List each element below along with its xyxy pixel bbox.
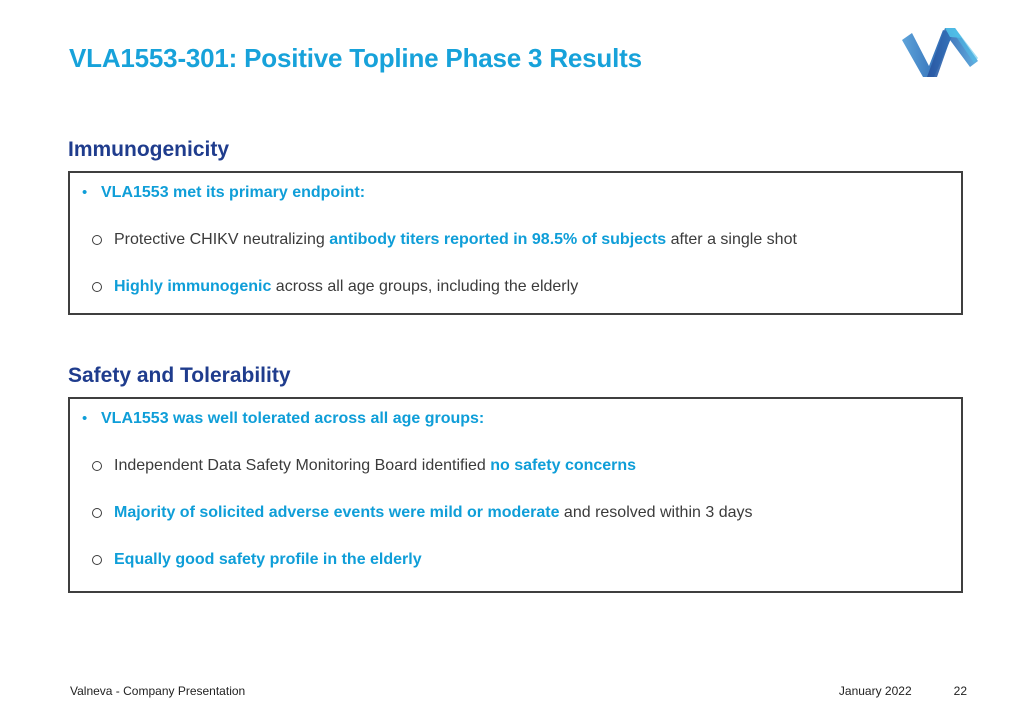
- lead-bullet-row: • VLA1553 met its primary endpoint:: [82, 184, 947, 202]
- sub-statement: Protective CHIKV neutralizing antibody t…: [114, 231, 797, 249]
- slide-title: VLA1553-301: Positive Topline Phase 3 Re…: [69, 43, 642, 73]
- text-highlight: antibody titers reported in 98.5% of sub…: [329, 231, 667, 248]
- text-highlight: Highly immunogenic: [114, 278, 272, 295]
- footer-presentation-label: Valneva - Company Presentation: [70, 684, 246, 698]
- sub-statement: Highly immunogenic across all age groups…: [114, 278, 578, 296]
- sub-bullet-row: Highly immunogenic across all age groups…: [92, 278, 947, 296]
- text-highlight: no safety concerns: [490, 457, 637, 474]
- circle-bullet-icon: [92, 461, 102, 471]
- circle-bullet-icon: [92, 282, 102, 292]
- circle-bullet-icon: [92, 235, 102, 245]
- footer-right-group: January 2022 22: [839, 684, 967, 698]
- sub-statement: Majority of solicited adverse events wer…: [114, 504, 752, 522]
- lead-statement: VLA1553 was well tolerated across all ag…: [101, 410, 485, 427]
- sub-statement: Independent Data Safety Monitoring Board…: [114, 457, 636, 475]
- section-heading-immunogenicity: Immunogenicity: [68, 138, 230, 161]
- sub-bullet-row: Majority of solicited adverse events wer…: [92, 504, 947, 522]
- text-plain: and resolved within 3 days: [559, 504, 753, 521]
- lead-bullet-row: • VLA1553 was well tolerated across all …: [82, 410, 947, 428]
- text-highlight: Equally good safety profile in the elder…: [114, 551, 422, 568]
- circle-bullet-icon: [92, 555, 102, 565]
- safety-content-box: • VLA1553 was well tolerated across all …: [68, 397, 963, 593]
- footer-page-number: 22: [953, 684, 967, 698]
- lead-statement: VLA1553 met its primary endpoint:: [101, 184, 366, 201]
- bullet-dot-icon: •: [82, 184, 88, 201]
- text-plain: after a single shot: [666, 231, 797, 248]
- sub-bullet-row: Independent Data Safety Monitoring Board…: [92, 457, 947, 475]
- immunogenicity-content-box: • VLA1553 met its primary endpoint: Prot…: [68, 171, 963, 315]
- section-heading-safety: Safety and Tolerability: [68, 364, 291, 387]
- sub-bullet-row: Equally good safety profile in the elder…: [92, 551, 947, 569]
- text-highlight: Majority of solicited adverse events wer…: [114, 504, 560, 521]
- circle-bullet-icon: [92, 508, 102, 518]
- text-plain: Independent Data Safety Monitoring Board…: [114, 457, 491, 474]
- text-plain: Protective CHIKV neutralizing: [114, 231, 330, 248]
- valneva-logo-icon: [902, 28, 978, 77]
- sub-statement: Equally good safety profile in the elder…: [114, 551, 422, 569]
- text-plain: across all age groups, including the eld…: [271, 278, 579, 295]
- sub-bullet-row: Protective CHIKV neutralizing antibody t…: [92, 231, 947, 249]
- bullet-dot-icon: •: [82, 410, 88, 427]
- footer-date: January 2022: [838, 684, 912, 698]
